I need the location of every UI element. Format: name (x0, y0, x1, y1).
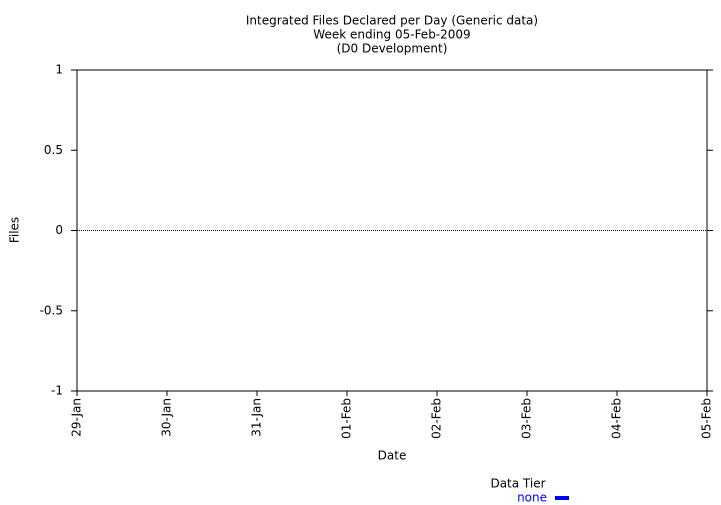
x-tick-label: 03-Feb (520, 398, 534, 439)
legend-label: none (517, 491, 547, 505)
chart-title: Integrated Files Declared per Day (Gener… (246, 14, 538, 28)
chart-subtitle: Week ending 05-Feb-2009 (313, 28, 470, 42)
x-tick-label: 01-Feb (340, 398, 354, 439)
y-tick-label: -0.5 (40, 303, 63, 317)
chart-subtitle: (D0 Development) (337, 42, 448, 56)
x-tick-label: 31-Jan (250, 398, 264, 437)
x-tick-label: 02-Feb (430, 398, 444, 439)
y-tick-label: 0.5 (44, 143, 63, 157)
x-tick-label: 05-Feb (700, 398, 714, 439)
y-tick-label: -1 (51, 384, 63, 398)
y-tick-label: 1 (55, 63, 63, 77)
y-tick-label: 0 (55, 223, 63, 237)
legend-swatch (555, 496, 569, 500)
x-tick-label: 29-Jan (70, 398, 84, 437)
x-tick-label: 30-Jan (160, 398, 174, 437)
y-axis-label: Files (8, 217, 22, 243)
x-axis-label: Date (378, 449, 407, 463)
x-tick-label: 04-Feb (610, 398, 624, 439)
legend-title: Data Tier (490, 477, 545, 491)
